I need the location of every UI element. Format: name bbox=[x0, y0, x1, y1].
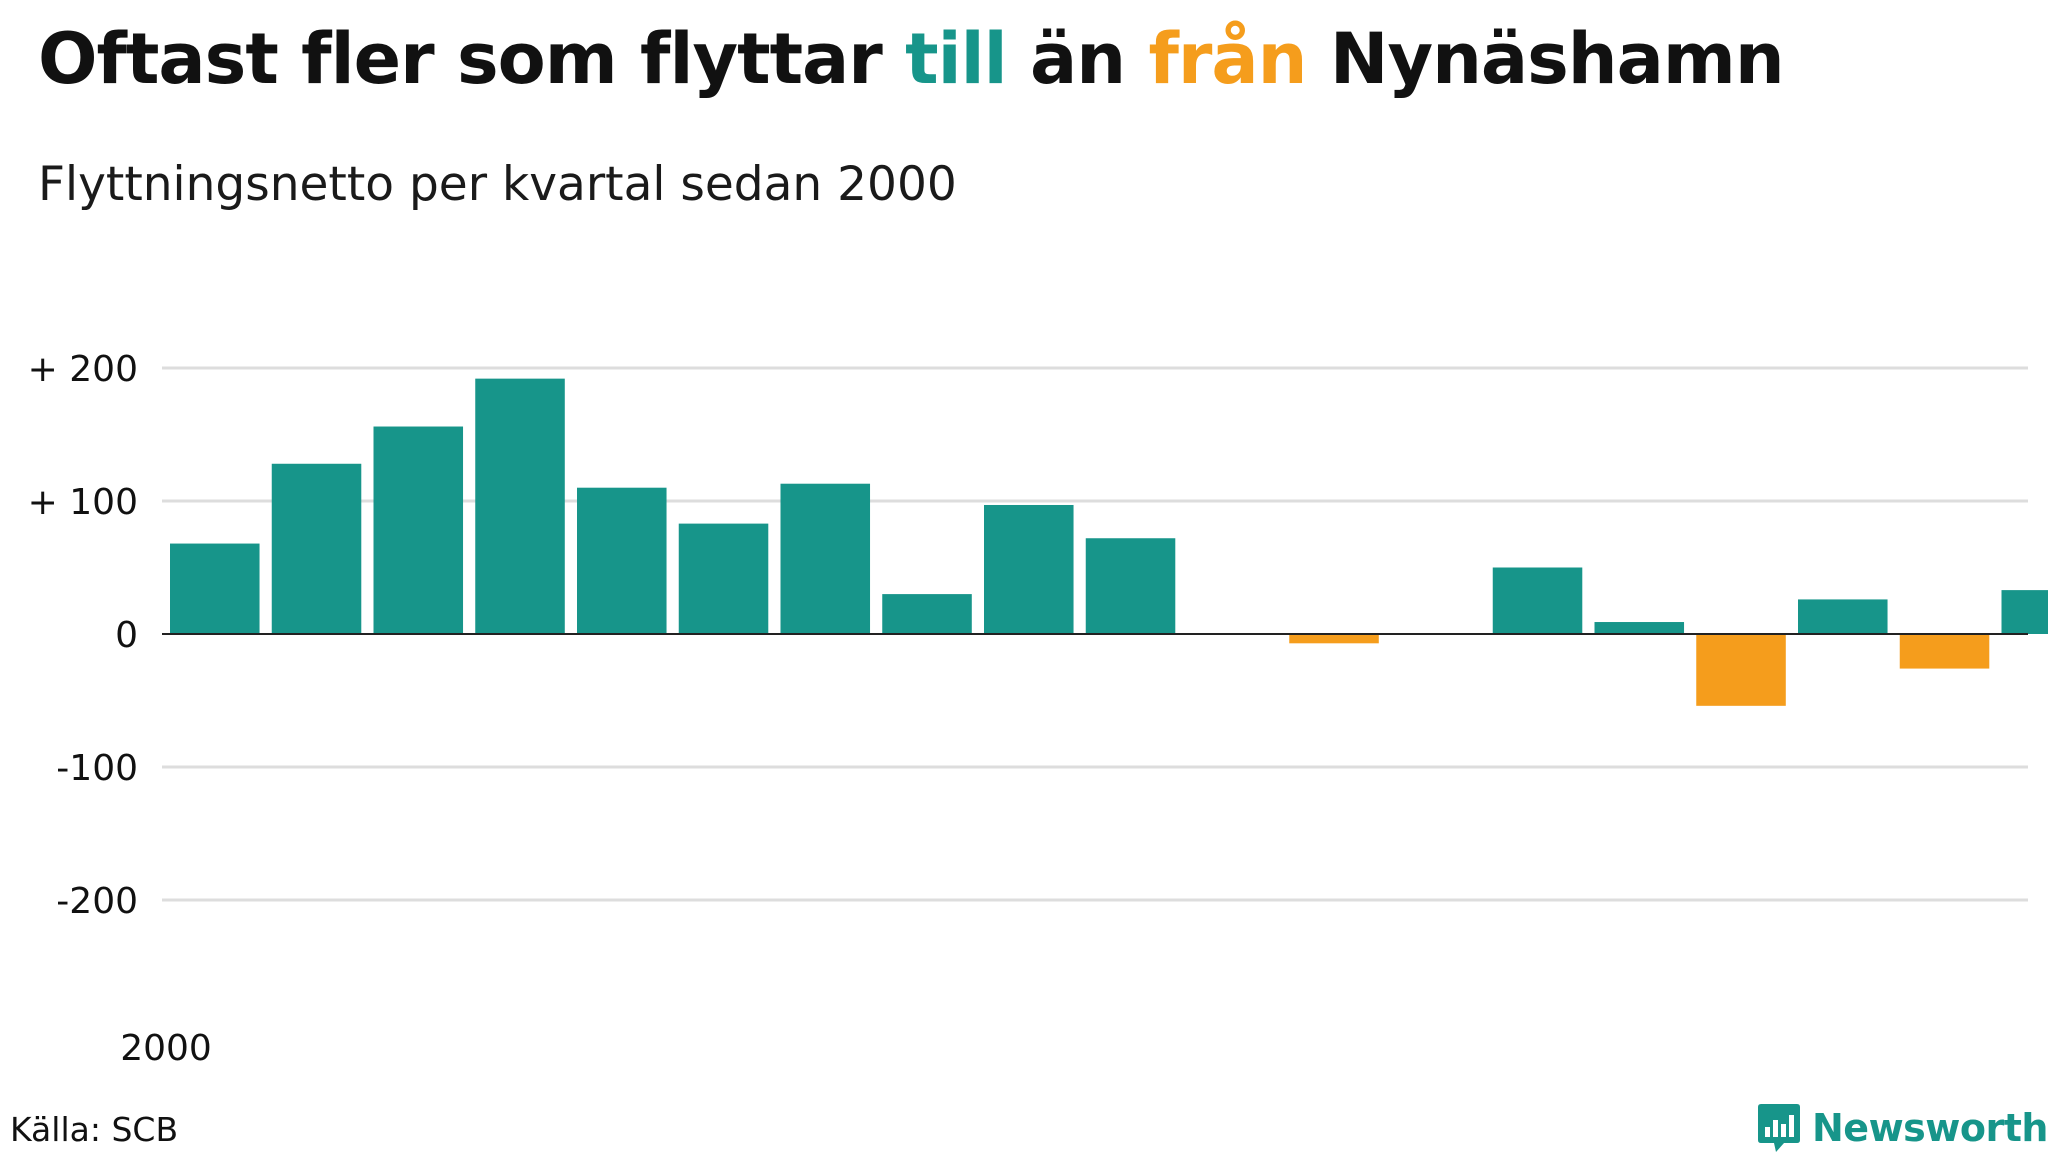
bar bbox=[374, 427, 464, 634]
newsworthy-logo: Newsworthy bbox=[1756, 1102, 2048, 1154]
y-tick-label: 0 bbox=[115, 615, 138, 656]
bar bbox=[1900, 634, 1990, 669]
y-tick-label: + 200 bbox=[28, 349, 138, 390]
bar bbox=[1595, 622, 1685, 634]
bars bbox=[170, 291, 2048, 723]
newsworthy-logo-icon bbox=[1756, 1102, 1802, 1154]
x-tick-label: 2000 bbox=[120, 1028, 212, 1069]
bar bbox=[781, 484, 871, 634]
bar bbox=[577, 488, 667, 634]
bar bbox=[984, 505, 1074, 634]
bar bbox=[1493, 568, 1583, 635]
y-tick-label: -100 bbox=[56, 748, 138, 789]
source-note: Källa: SCB bbox=[10, 1110, 178, 1149]
bar bbox=[272, 464, 362, 634]
y-tick-label: + 100 bbox=[28, 482, 138, 523]
bar bbox=[1696, 634, 1786, 706]
bar bbox=[1289, 634, 1379, 643]
logo-text: Newsworthy bbox=[1812, 1106, 2048, 1150]
bar bbox=[2002, 590, 2048, 634]
y-tick-label: -200 bbox=[56, 881, 138, 922]
bar bbox=[679, 524, 769, 634]
bar bbox=[1798, 599, 1888, 634]
bar bbox=[1086, 538, 1176, 634]
bar bbox=[475, 379, 565, 634]
bar bbox=[882, 594, 972, 634]
bar bbox=[170, 544, 260, 634]
